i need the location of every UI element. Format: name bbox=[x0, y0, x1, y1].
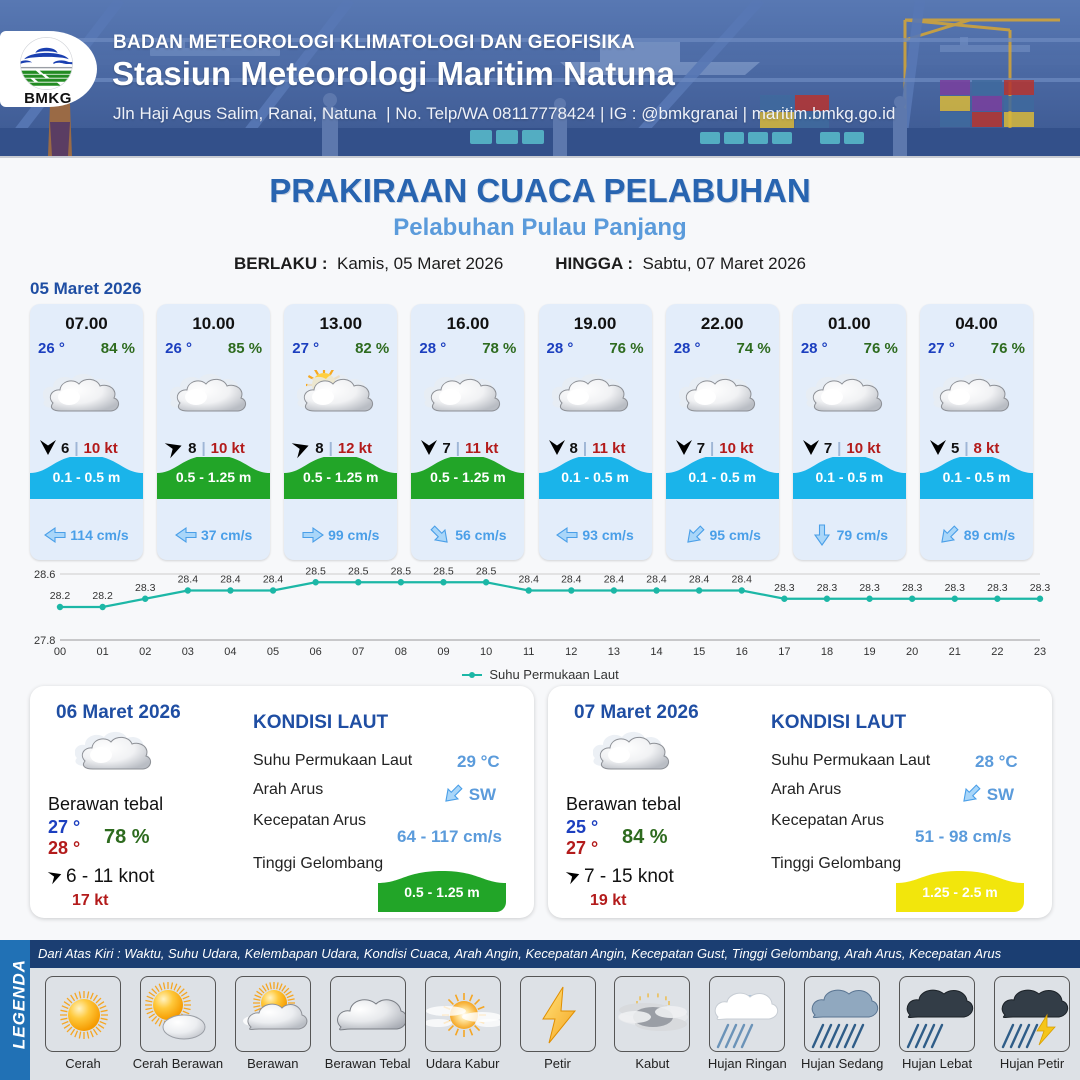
svg-text:28.4: 28.4 bbox=[220, 574, 241, 586]
svg-text:08: 08 bbox=[395, 646, 407, 658]
svg-text:16: 16 bbox=[736, 646, 748, 658]
svg-text:18: 18 bbox=[821, 646, 833, 658]
svg-text:02: 02 bbox=[139, 646, 151, 658]
svg-text:11: 11 bbox=[523, 646, 534, 658]
svg-text:13: 13 bbox=[608, 646, 620, 658]
svg-text:28.5: 28.5 bbox=[391, 565, 412, 577]
svg-text:28.4: 28.4 bbox=[263, 574, 284, 586]
svg-text:22: 22 bbox=[991, 646, 1003, 658]
svg-text:20: 20 bbox=[906, 646, 918, 658]
svg-text:00: 00 bbox=[54, 646, 66, 658]
svg-text:28.4: 28.4 bbox=[689, 574, 710, 586]
svg-text:28.2: 28.2 bbox=[50, 590, 71, 602]
svg-text:28.4: 28.4 bbox=[646, 574, 667, 586]
svg-text:17: 17 bbox=[778, 646, 790, 658]
svg-text:28.4: 28.4 bbox=[732, 574, 753, 586]
svg-text:23: 23 bbox=[1034, 646, 1046, 658]
svg-text:28.5: 28.5 bbox=[348, 565, 369, 577]
svg-text:28.2: 28.2 bbox=[92, 590, 113, 602]
svg-text:14: 14 bbox=[650, 646, 662, 658]
svg-text:10: 10 bbox=[480, 646, 492, 658]
svg-text:28.4: 28.4 bbox=[518, 574, 539, 586]
svg-text:27.8: 27.8 bbox=[34, 635, 55, 647]
svg-text:06: 06 bbox=[310, 646, 322, 658]
svg-text:28.3: 28.3 bbox=[1030, 582, 1050, 594]
svg-text:28.3: 28.3 bbox=[945, 582, 966, 594]
svg-text:04: 04 bbox=[224, 646, 236, 658]
svg-text:28.5: 28.5 bbox=[305, 565, 326, 577]
svg-text:28.3: 28.3 bbox=[987, 582, 1008, 594]
svg-text:28.6: 28.6 bbox=[34, 569, 55, 581]
svg-text:21: 21 bbox=[949, 646, 961, 658]
svg-text:28.5: 28.5 bbox=[476, 565, 497, 577]
svg-text:28.5: 28.5 bbox=[433, 565, 454, 577]
svg-text:28.4: 28.4 bbox=[178, 574, 199, 586]
svg-text:28.3: 28.3 bbox=[817, 582, 838, 594]
svg-text:01: 01 bbox=[96, 646, 108, 658]
svg-text:07: 07 bbox=[352, 646, 364, 658]
svg-text:03: 03 bbox=[182, 646, 194, 658]
svg-text:28.3: 28.3 bbox=[902, 582, 923, 594]
svg-text:28.3: 28.3 bbox=[135, 582, 156, 594]
svg-text:28.4: 28.4 bbox=[561, 574, 582, 586]
svg-text:28.3: 28.3 bbox=[774, 582, 795, 594]
svg-text:19: 19 bbox=[863, 646, 875, 658]
svg-text:05: 05 bbox=[267, 646, 279, 658]
svg-text:28.4: 28.4 bbox=[604, 574, 625, 586]
svg-text:12: 12 bbox=[565, 646, 577, 658]
svg-text:28.3: 28.3 bbox=[859, 582, 880, 594]
svg-text:15: 15 bbox=[693, 646, 705, 658]
svg-text:09: 09 bbox=[437, 646, 449, 658]
